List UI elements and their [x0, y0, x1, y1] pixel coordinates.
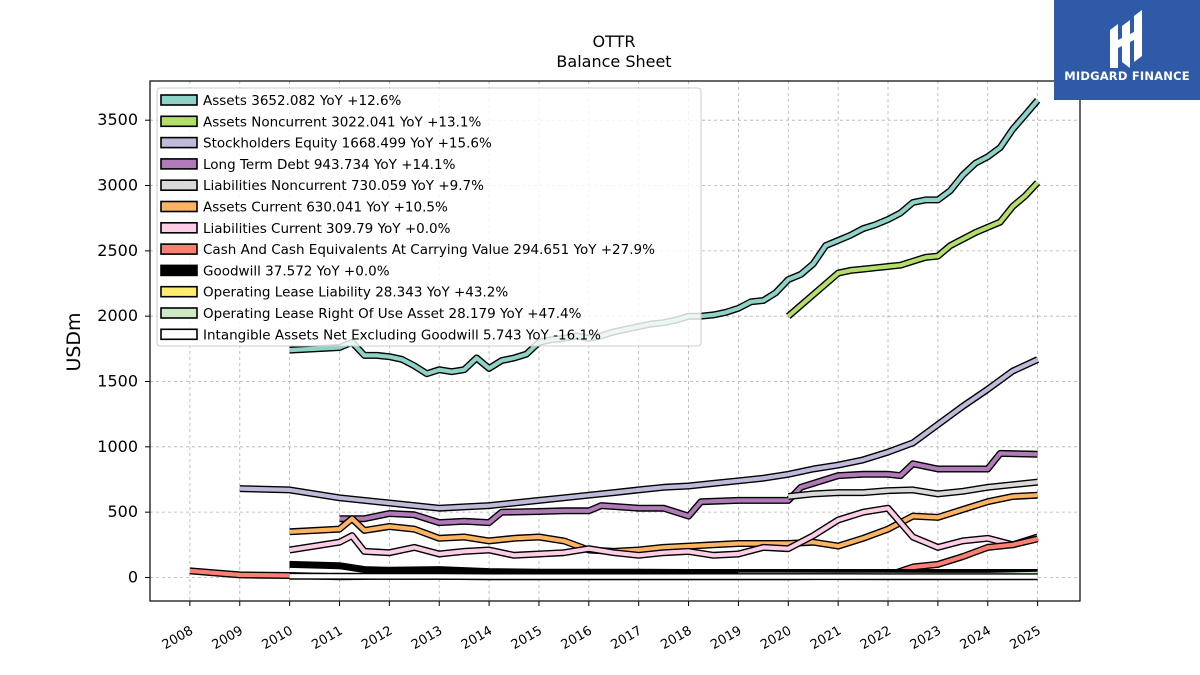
y-tick-label: 2500	[97, 241, 138, 260]
logo-mark-icon	[1110, 10, 1142, 68]
series-line-1	[786, 180, 1041, 319]
legend-swatch	[160, 136, 198, 149]
midgard-finance-logo: MIDGARD FINANCE	[1054, 0, 1200, 100]
legend-entry: Intangible Assets Net Excluding Goodwill…	[203, 327, 601, 343]
x-tick-label: 2009	[210, 623, 246, 653]
y-tick-label: 1000	[97, 437, 138, 456]
legend-swatch	[160, 328, 198, 341]
y-tick-label: 1500	[97, 372, 138, 391]
series-line-4	[787, 478, 1038, 500]
y-tick-label: 3500	[97, 110, 138, 129]
legend-entry: Operating Lease Right Of Use Asset 28.17…	[203, 306, 582, 322]
legend-swatch	[160, 179, 198, 191]
legend-entry: Long Term Debt 943.734 YoY +14.1%	[203, 157, 456, 173]
series-stroke	[289, 506, 1039, 558]
x-tick-label: 2024	[958, 623, 994, 653]
legend-entry: Cash And Cash Equivalents At Carrying Va…	[203, 242, 655, 258]
chart-subtitle: Balance Sheet	[556, 52, 671, 71]
legend-swatch	[160, 307, 198, 319]
legend-entry: Liabilities Current 309.79 YoY +0.0%	[203, 221, 451, 237]
legend-entry: Stockholders Equity 1668.499 YoY +15.6%	[203, 136, 492, 152]
plot-frame	[149, 80, 1081, 602]
legend-swatch	[160, 200, 198, 213]
series-stroke	[339, 451, 1038, 525]
legend-entry: Assets Noncurrent 3022.041 YoY +13.1%	[203, 114, 481, 130]
x-tick-label: 2008	[160, 623, 196, 653]
legend-box	[156, 87, 702, 347]
x-tick-label: 2011	[309, 623, 345, 653]
legend-swatch	[160, 115, 198, 128]
legend-entry: Assets 3652.082 YoY +12.6%	[203, 93, 402, 109]
x-tick-label: 2016	[559, 623, 595, 653]
legend-swatch	[160, 264, 198, 277]
y-tick-label: 500	[107, 502, 138, 521]
chart-title: OTTR	[593, 32, 636, 51]
legend-swatch	[160, 222, 198, 234]
legend-swatch	[160, 94, 198, 106]
series-line-3	[339, 449, 1038, 527]
series-line-2	[239, 356, 1040, 512]
series-stroke	[289, 574, 1038, 579]
x-tick-label: 2010	[259, 623, 295, 653]
series-lines	[189, 98, 1041, 581]
series-stroke	[786, 181, 1040, 318]
series-line-5	[289, 491, 1038, 555]
legend-swatch	[160, 285, 198, 298]
x-tick-label: 2013	[409, 623, 445, 653]
x-tick-label: 2014	[459, 623, 495, 653]
legend: Assets 3652.082 YoY +12.6% Assets Noncurr…	[156, 87, 702, 347]
series-stroke	[788, 480, 1038, 499]
legend-entry: Operating Lease Liability 28.343 YoY +43…	[203, 285, 508, 301]
series-stroke	[289, 493, 1038, 554]
x-tick-label: 2025	[1007, 623, 1043, 653]
x-tick-label: 2017	[609, 623, 645, 653]
legend-entry: Goodwill 37.572 YoY +0.0%	[203, 263, 390, 279]
x-tick-label: 2012	[359, 623, 395, 653]
legend-entry: Liabilities Noncurrent 730.059 YoY +9.7%	[203, 178, 484, 194]
x-tick-label: 2022	[858, 623, 894, 653]
y-axis-label: USDm	[63, 312, 85, 371]
series-line-6	[289, 504, 1039, 559]
legend-entry: Assets Current 630.041 YoY +10.5%	[203, 200, 448, 216]
y-tick-label: 3000	[97, 176, 138, 195]
x-tick-label: 2019	[708, 623, 744, 653]
y-tick-label: 0	[128, 567, 138, 586]
x-tick-label: 2021	[808, 623, 844, 653]
legend-swatch	[160, 158, 198, 170]
x-tick-label: 2018	[658, 623, 694, 653]
x-tick-label: 2023	[908, 623, 944, 653]
legend-swatch	[160, 243, 198, 255]
x-tick-label: 2020	[758, 623, 794, 653]
series-stroke	[239, 357, 1039, 511]
logo-text: MIDGARD FINANCE	[1064, 69, 1190, 83]
y-tick-label: 2000	[97, 306, 138, 325]
series-line-11	[289, 572, 1038, 581]
x-tick-label: 2015	[509, 623, 545, 653]
